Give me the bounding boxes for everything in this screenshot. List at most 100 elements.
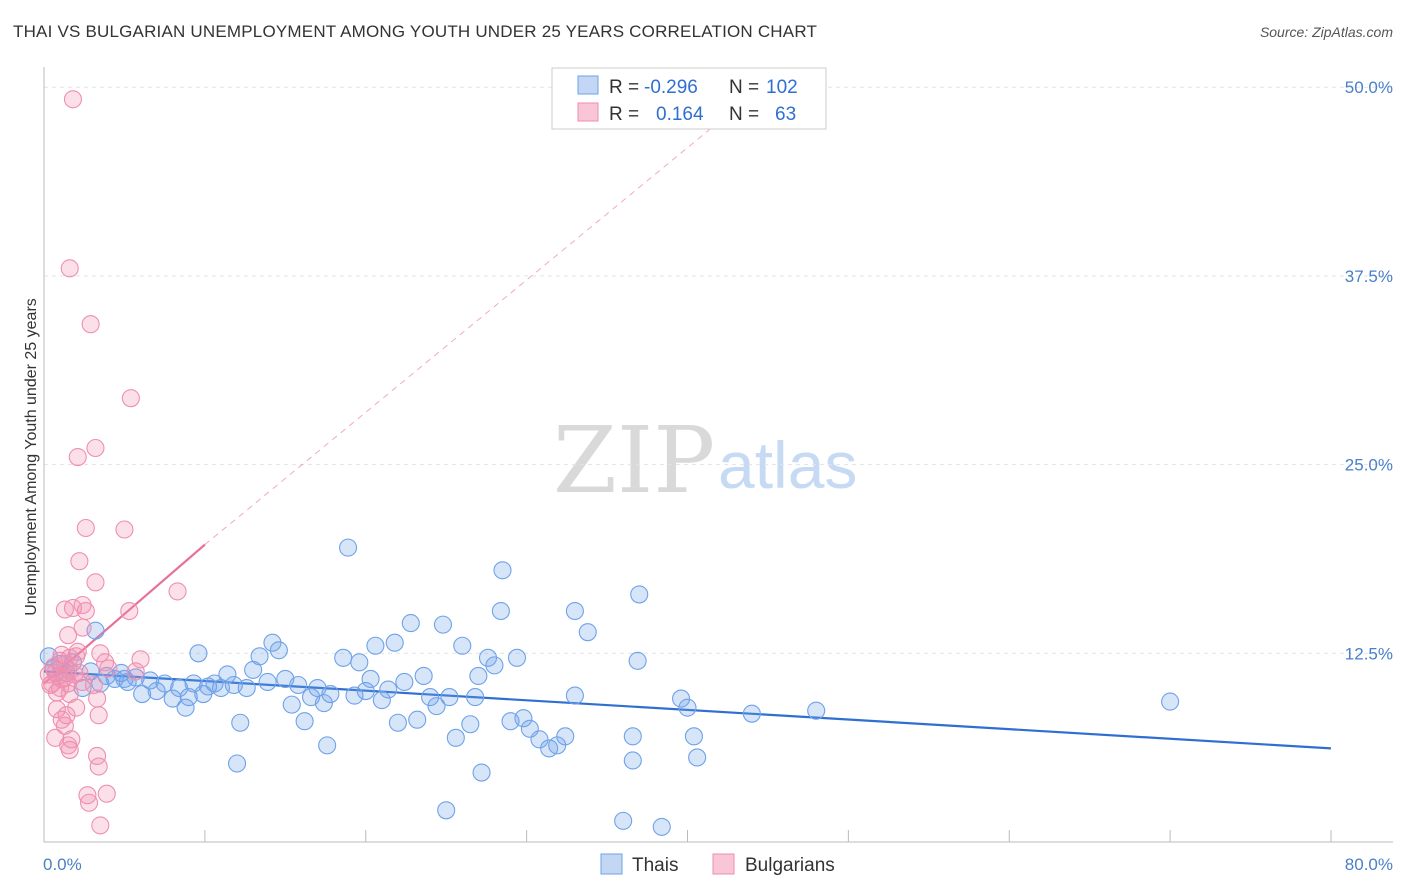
point-bulgarians <box>39 665 58 684</box>
point-bulgarians <box>68 447 87 467</box>
point-thais <box>176 698 195 717</box>
point-thais <box>395 672 414 692</box>
legend-n-value-bulgarians: 63 <box>775 104 796 125</box>
point-bulgarians <box>91 644 110 663</box>
point-bulgarians <box>70 552 89 571</box>
point-bulgarians <box>63 90 83 109</box>
point-thais <box>388 713 407 732</box>
legend-n-label-thais: N = <box>729 77 759 98</box>
gridlines <box>44 86 1393 654</box>
point-thais <box>366 636 385 655</box>
legend-n-value-thais: 102 <box>766 77 798 98</box>
point-thais <box>623 751 642 770</box>
point-thais <box>361 669 380 689</box>
source-label: Source: ZipAtlas.com <box>1259 24 1393 40</box>
bottom-legend-label-thais: Thais <box>632 855 678 876</box>
point-thais <box>742 704 761 723</box>
point-thais <box>807 701 826 720</box>
point-bulgarians <box>120 601 139 621</box>
point-thais <box>565 601 584 621</box>
trend-lines <box>43 94 1332 750</box>
point-thais <box>356 681 375 701</box>
point-bulgarians <box>168 582 187 601</box>
point-bulgarians <box>97 784 116 803</box>
point-bulgarians <box>115 520 134 539</box>
point-bulgarians <box>60 685 79 704</box>
point-thais <box>155 674 174 693</box>
point-thais <box>461 715 480 734</box>
correlation-legend: R = -0.296 N = 102 R = 0.164 N = 63 <box>551 67 827 130</box>
point-thais <box>427 697 446 716</box>
point-thais <box>688 748 707 767</box>
point-bulgarians <box>89 706 108 725</box>
point-thais <box>491 601 510 621</box>
point-bulgarians <box>79 793 99 812</box>
point-thais <box>141 671 160 690</box>
point-thais <box>295 712 314 731</box>
point-thais <box>334 648 353 667</box>
point-thais <box>556 727 575 746</box>
chart-title: THAI VS BULGARIAN UNEMPLOYMENT AMONG YOU… <box>13 22 818 41</box>
bottom-legend-swatch-thais <box>600 853 623 875</box>
point-bulgarians <box>73 672 92 692</box>
point-thais <box>514 709 533 728</box>
point-thais <box>401 614 420 633</box>
point-thais <box>530 730 549 749</box>
point-thais <box>321 685 340 704</box>
point-bulgarians <box>76 518 95 538</box>
point-thais <box>126 668 145 687</box>
point-bulgarians <box>126 662 145 681</box>
y-tick-label: 50.0% <box>1345 78 1393 97</box>
point-thais <box>684 727 703 746</box>
legend-r-value-thais: -0.296 <box>644 77 698 98</box>
point-thais <box>379 680 398 699</box>
legend-r-label-thais: R = <box>609 77 639 98</box>
point-thais <box>282 695 301 714</box>
y-axis-title: Unemployment Among Youth under 25 years <box>23 298 40 616</box>
point-thais <box>453 636 472 655</box>
point-thais <box>478 648 498 667</box>
watermark-zip: ZIP <box>553 407 715 514</box>
point-bulgarians <box>88 689 107 708</box>
point-bulgarians <box>59 626 78 645</box>
point-thais <box>672 689 691 708</box>
point-thais <box>179 688 198 707</box>
point-thais <box>614 811 633 830</box>
point-bulgarians <box>60 259 79 278</box>
point-bulgarians <box>131 650 150 669</box>
point-thais <box>623 727 642 746</box>
point-thais <box>628 651 647 670</box>
point-thais <box>339 538 358 557</box>
series-legend: Thais Bulgarians <box>600 853 835 876</box>
point-thais <box>218 665 237 684</box>
legend-swatch-thais <box>577 75 599 95</box>
x-tick-max: 80.0% <box>1345 855 1393 874</box>
point-thais <box>258 672 277 692</box>
point-bulgarians <box>99 659 118 678</box>
point-thais <box>231 713 250 732</box>
point-thais <box>652 817 671 836</box>
point-bulgarians <box>47 700 66 719</box>
trend-line-thais <box>43 670 1332 750</box>
point-thais <box>163 689 182 708</box>
point-thais <box>1161 692 1180 711</box>
point-thais <box>289 675 308 695</box>
trend-extension-bulgarians <box>204 94 753 545</box>
point-bulgarians <box>121 389 140 408</box>
trend-line-bulgarians <box>43 543 206 685</box>
point-thais <box>565 686 584 705</box>
point-bulgarians <box>62 730 81 749</box>
point-thais <box>414 666 433 685</box>
point-bulgarians <box>86 438 105 458</box>
x-tick-min: 0.0% <box>43 855 82 874</box>
point-thais <box>250 647 269 666</box>
y-tick-label: 37.5% <box>1345 267 1393 286</box>
point-thais <box>318 736 337 755</box>
legend-r-value-bulgarians: 0.164 <box>656 104 704 125</box>
point-thais <box>345 686 364 705</box>
point-thais <box>440 688 459 707</box>
point-thais <box>91 674 110 693</box>
point-thais <box>472 763 491 782</box>
point-bulgarians <box>89 757 108 776</box>
